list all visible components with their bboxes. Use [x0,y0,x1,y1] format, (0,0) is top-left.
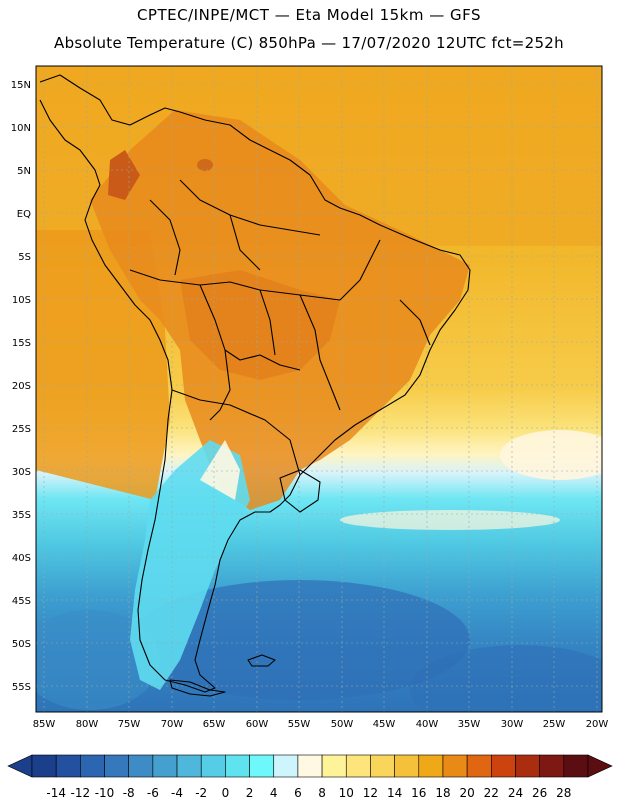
lat-label: 20S [12,381,31,392]
colorbar-tick-label: 14 [387,786,402,800]
colorbar-swatch [176,754,202,778]
colorbar-swatch [200,754,226,778]
lat-label: 15S [12,338,31,349]
colorbar-tick-label: 2 [246,786,254,800]
lat-label: 35S [12,510,31,521]
colorbar-tick-label: 26 [532,786,547,800]
lon-label: 65W [203,719,226,730]
colorbar-tick-label: 8 [318,786,326,800]
colorbar-tick-label: -6 [147,786,159,800]
colorbar-swatch [104,754,129,778]
colorbar-tick-label: 22 [484,786,499,800]
lat-label: 10N [11,123,31,134]
colorbar-swatch [128,754,154,778]
colorbar-ticks: -14 -12 -10 -8 -6 -4 -2 0 2 4 6 8 10 12 14 16 18 20 22 24 26… [46,786,571,800]
lon-label: 30W [501,719,524,730]
latitude-labels: 15N 10N 5N EQ 5S 10S 15S 20S 25S 30S 35S… [11,80,31,693]
colorbar-tick-label: 4 [270,786,278,800]
colorbar-swatch [370,754,395,778]
lon-label: 50W [331,719,354,730]
colorbar-swatch [442,754,468,778]
colorbar-tick-label: -8 [123,786,135,800]
colorbar-tick-label: 28 [556,786,571,800]
lon-label: 55W [288,719,311,730]
map-frame [35,65,603,713]
colorbar-swatch [466,754,492,778]
lat-label: 50S [12,639,31,650]
colorbar-tick-label: -14 [46,786,66,800]
lon-label: 80W [76,719,99,730]
colorbar-swatch [273,754,299,778]
lon-label: 20W [586,719,609,730]
colorbar-swatch [563,754,589,778]
lon-label: 85W [33,719,56,730]
colorbar-swatch [418,754,444,778]
colorbar-tick-label: 18 [435,786,450,800]
lat-label: 5S [18,252,31,263]
colorbar-swatch [491,754,516,778]
colorbar-tick-label: 0 [222,786,230,800]
lat-label: 30S [12,467,31,478]
colorbar-swatch [394,754,420,778]
colorbar-arrow-low [7,754,33,778]
colorbar-tick-label: -2 [195,786,207,800]
temperature-field [36,66,602,712]
lon-label: 45W [373,719,396,730]
colorbar-tick-label: 12 [363,786,378,800]
lon-label: 35W [458,719,481,730]
colorbar-swatch [152,754,178,778]
colorbar-swatch [321,754,347,778]
colorbar-tick-label: -12 [71,786,91,800]
lon-label: 60W [246,719,269,730]
colorbar-swatch [31,754,57,778]
lat-label: 55S [12,682,31,693]
colorbar-swatch [515,754,540,778]
coastlines [39,74,471,697]
lon-label: 25W [543,719,566,730]
lat-label: 10S [12,295,31,306]
lat-label: 15N [11,80,31,91]
colorbar-swatch [539,754,565,778]
colorbar [7,754,613,778]
lat-label: 5N [17,166,31,177]
colorbar-swatch [345,754,371,778]
lon-label: 75W [118,719,141,730]
colorbar-swatch [55,754,81,778]
lat-label: EQ [17,209,31,220]
colorbar-swatch [249,754,275,778]
colorbar-tick-label: 20 [459,786,474,800]
colorbar-tick-label: -4 [171,786,183,800]
lon-label: 40W [416,719,439,730]
lat-label: 25S [12,424,31,435]
colorbar-swatch [225,754,250,778]
map-title: CPTEC/INPE/MCT — Eta Model 15km — GFS [136,6,482,24]
lon-label: 70W [161,719,184,730]
lat-label: 45S [12,596,31,607]
colorbar-swatch [297,754,323,778]
colorbar-tick-label: 16 [411,786,426,800]
colorbar-tick-label: 24 [508,786,523,800]
colorbar-tick-label: 6 [294,786,302,800]
graticule [36,66,602,712]
longitude-labels: 85W 80W 75W 70W 65W 60W 55W 50W 45W 40W … [33,719,609,730]
colorbar-tick-label: -10 [95,786,115,800]
colorbar-swatch [80,754,105,778]
colorbar-tick-label: 10 [339,786,354,800]
lat-label: 40S [12,553,31,564]
colorbar-arrow-high [587,754,613,778]
map-subtitle: Absolute Temperature (C) 850hPa — 17/07/… [54,34,564,52]
